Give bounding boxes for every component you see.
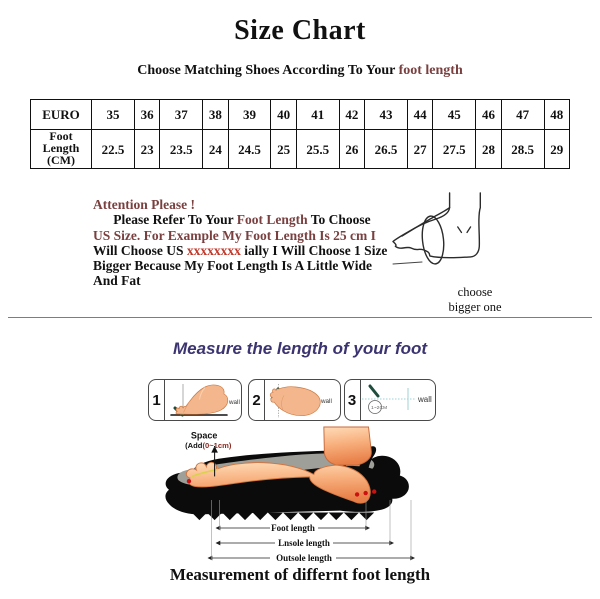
svg-text:wall: wall — [416, 395, 431, 404]
svg-text:1~2CM: 1~2CM — [370, 405, 386, 411]
svg-text:Space: Space — [191, 430, 218, 440]
svg-text:(Add(0~1cm): (Add(0~1cm) — [185, 441, 232, 450]
